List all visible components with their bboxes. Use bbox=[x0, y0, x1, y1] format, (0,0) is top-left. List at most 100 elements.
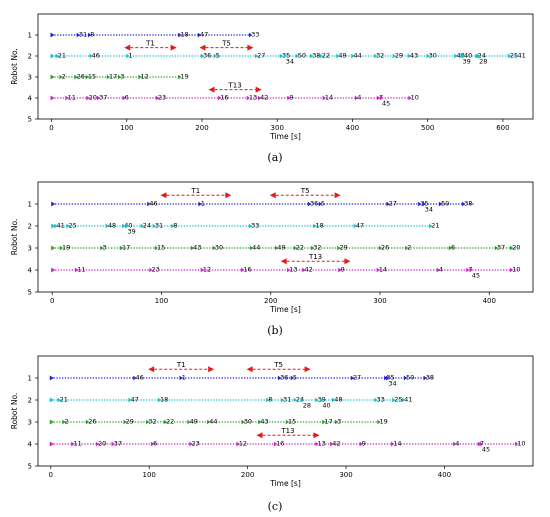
visit-point-label: 41 bbox=[404, 396, 412, 404]
visit-point-marker bbox=[122, 95, 126, 101]
visit-point-marker bbox=[207, 419, 211, 425]
visit-point-label: 43 bbox=[193, 244, 201, 252]
visit-point-label: 48 bbox=[108, 222, 116, 230]
visit-point-label: 47 bbox=[356, 222, 364, 230]
visit-point-label: 38 bbox=[464, 200, 472, 208]
y-axis-label: Robot No. bbox=[10, 219, 19, 256]
x-axis-label: Time [s] bbox=[269, 305, 301, 314]
visit-point-marker bbox=[248, 32, 253, 38]
visit-point-label: 47 bbox=[131, 396, 139, 404]
visit-point-label: 50 bbox=[298, 52, 306, 60]
x-tick-label: 300 bbox=[339, 471, 352, 479]
visit-point-label: 27 bbox=[353, 374, 361, 382]
visit-point-label: 26 bbox=[88, 418, 96, 426]
visit-point-marker bbox=[126, 53, 130, 59]
visit-point-marker bbox=[163, 419, 167, 425]
x-tick-label: 0 bbox=[49, 471, 53, 479]
visit-point-marker bbox=[515, 441, 519, 447]
visit-point-label: 30 bbox=[215, 244, 223, 252]
visit-point-marker bbox=[350, 375, 354, 381]
visit-point-label: 3 bbox=[337, 418, 341, 426]
plot-frame bbox=[37, 355, 534, 467]
visit-point-label: 22 bbox=[322, 52, 330, 60]
task-label: T1 bbox=[176, 361, 186, 369]
visit-point-label: 49 bbox=[190, 418, 198, 426]
visit-point-label: 14 bbox=[325, 94, 333, 102]
visit-point-marker bbox=[436, 267, 440, 273]
visit-point-marker bbox=[66, 223, 70, 229]
visit-point-label: 11 bbox=[77, 266, 85, 274]
visit-point-label: 16 bbox=[276, 440, 284, 448]
visit-point-marker bbox=[86, 419, 90, 425]
visit-point-label: 50 bbox=[441, 200, 449, 208]
task-end-marker bbox=[208, 366, 215, 373]
visit-point-marker bbox=[479, 441, 483, 447]
visit-point-marker bbox=[257, 95, 262, 101]
visit-point-label: 8 bbox=[268, 396, 272, 404]
visit-point-label: 9 bbox=[341, 266, 345, 274]
visit-point-marker bbox=[138, 74, 142, 80]
visit-point-label: 19 bbox=[62, 244, 70, 252]
visit-point-label: 26 bbox=[77, 73, 85, 81]
visit-point-label: 3 bbox=[102, 244, 106, 252]
visit-point-marker bbox=[178, 32, 182, 38]
task-start-marker bbox=[280, 258, 287, 265]
visit-point-marker bbox=[337, 245, 341, 251]
visit-point-label: 33 bbox=[377, 396, 385, 404]
task-end-marker bbox=[255, 86, 262, 93]
y-tick-label: 5 bbox=[28, 463, 32, 471]
visit-point-marker bbox=[241, 267, 245, 273]
visit-point-marker bbox=[65, 95, 69, 101]
visit-point-label: 46 bbox=[92, 52, 100, 60]
task-end-marker bbox=[170, 44, 177, 51]
visit-point-label: 32 bbox=[376, 52, 384, 60]
visit-point-marker bbox=[460, 53, 464, 59]
visit-point-label: 19 bbox=[180, 73, 188, 81]
visit-point-marker bbox=[376, 95, 381, 101]
task-label: T13 bbox=[280, 427, 294, 435]
task-end-marker bbox=[334, 192, 341, 199]
visit-point-label: 14 bbox=[379, 266, 387, 274]
visit-point-label: 31 bbox=[79, 31, 87, 39]
visit-point-label: 28 bbox=[479, 58, 487, 66]
visit-point-label: 29 bbox=[395, 52, 403, 60]
visit-point-marker bbox=[309, 53, 314, 59]
y-tick-label: 5 bbox=[28, 289, 32, 297]
visit-point-marker bbox=[466, 267, 470, 273]
visit-point-marker bbox=[125, 223, 129, 229]
visit-point-marker bbox=[507, 53, 511, 59]
visit-point-marker bbox=[405, 245, 409, 251]
visit-point-label: 45 bbox=[472, 272, 480, 280]
visit-point-marker bbox=[150, 441, 155, 447]
visit-point-label: 34 bbox=[286, 58, 294, 66]
visit-point-marker bbox=[128, 397, 132, 403]
visit-point-label: 37 bbox=[114, 440, 122, 448]
visit-point-marker bbox=[198, 201, 202, 207]
task-label: T1 bbox=[191, 187, 201, 195]
visit-point-label: 13 bbox=[289, 266, 297, 274]
y-tick-label: 3 bbox=[28, 419, 32, 427]
visit-point-label: 20 bbox=[89, 94, 97, 102]
visit-point-marker bbox=[454, 53, 458, 59]
visit-point-label: 9 bbox=[290, 94, 294, 102]
visit-point-label: 12 bbox=[141, 73, 149, 81]
visit-point-label: 31 bbox=[283, 396, 291, 404]
visit-point-label: 13 bbox=[317, 440, 325, 448]
visit-point-marker bbox=[277, 375, 282, 381]
visit-point-marker bbox=[311, 245, 315, 251]
visit-point-label: 16 bbox=[243, 266, 251, 274]
visit-point-marker bbox=[111, 441, 115, 447]
visit-point-label: 34 bbox=[388, 380, 396, 388]
visit-point-label: 11 bbox=[73, 440, 81, 448]
visit-point-label: 47 bbox=[200, 31, 208, 39]
y-tick-label: 2 bbox=[28, 223, 32, 231]
visit-point-marker bbox=[330, 441, 334, 447]
visit-point-marker bbox=[171, 223, 175, 229]
visit-point-marker bbox=[246, 95, 250, 101]
visit-point-label: 13 bbox=[249, 94, 257, 102]
visit-point-label: 38 bbox=[312, 52, 320, 60]
visit-point-marker bbox=[320, 397, 324, 403]
visit-point-label: 6 bbox=[451, 244, 455, 252]
visit-point-label: 25 bbox=[510, 52, 518, 60]
visit-point-marker bbox=[106, 74, 110, 80]
